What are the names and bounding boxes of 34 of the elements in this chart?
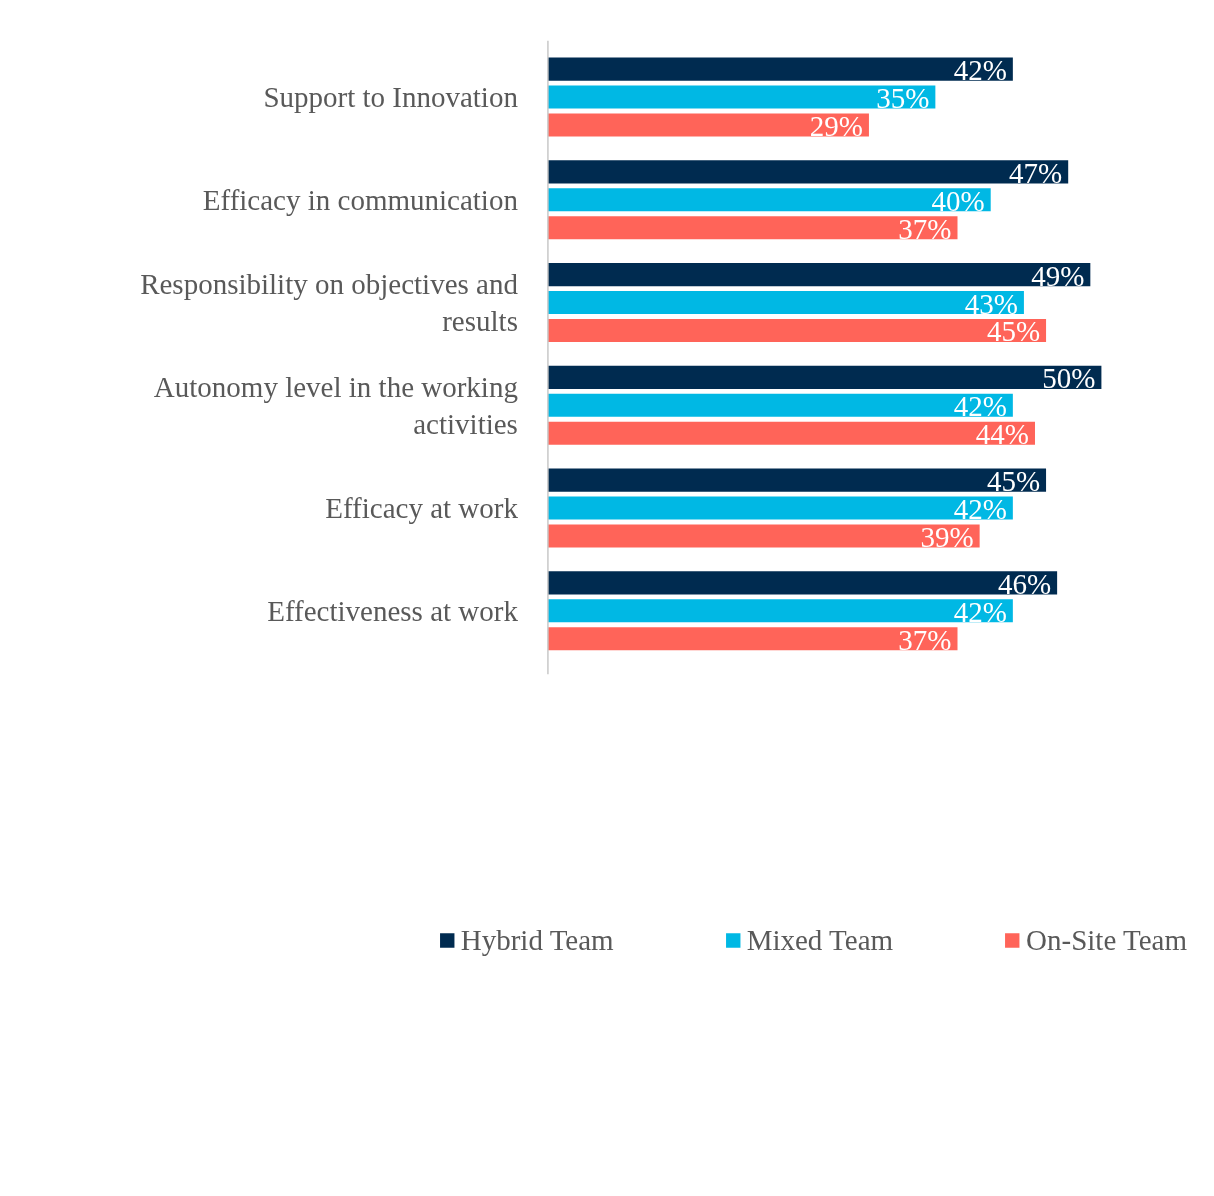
bar [547, 599, 1013, 623]
y-tick-label: Effectiveness at work [267, 594, 519, 627]
bar [547, 263, 1091, 287]
y-tick-label: Responsibility on objectives and results [140, 268, 519, 337]
bar [547, 113, 869, 137]
data-label: 35% [876, 82, 930, 115]
bar [547, 160, 1069, 184]
legend-label: Mixed Team [746, 923, 894, 957]
bar [547, 468, 1047, 492]
bar [547, 318, 1047, 343]
bar [547, 365, 1102, 389]
data-label: 49% [1031, 259, 1085, 292]
y-tick-label: Efficacy in communication [202, 183, 519, 216]
bar [547, 216, 958, 240]
bar [547, 571, 1058, 595]
data-label: 29% [809, 109, 863, 142]
bar [547, 496, 1013, 520]
legend-label: On-Site Team [1026, 923, 1187, 957]
y-tick-label: Efficacy at work [325, 492, 519, 525]
data-label: 42% [953, 54, 1007, 87]
y-tick-label: Support to Innovation [263, 81, 519, 114]
data-label: 37% [898, 623, 952, 656]
bar [547, 188, 991, 212]
legend-label: Hybrid Team [460, 923, 614, 957]
bar [547, 57, 1013, 81]
bar [547, 393, 1013, 417]
bar [547, 524, 980, 548]
bar [547, 421, 1035, 445]
y-tick-label: Autonomy level in the working activities [153, 370, 518, 440]
bar [547, 627, 958, 651]
bar [547, 85, 936, 109]
data-label: 47% [1009, 156, 1063, 189]
bar [547, 290, 1024, 315]
data-label: 50% [1042, 362, 1096, 395]
